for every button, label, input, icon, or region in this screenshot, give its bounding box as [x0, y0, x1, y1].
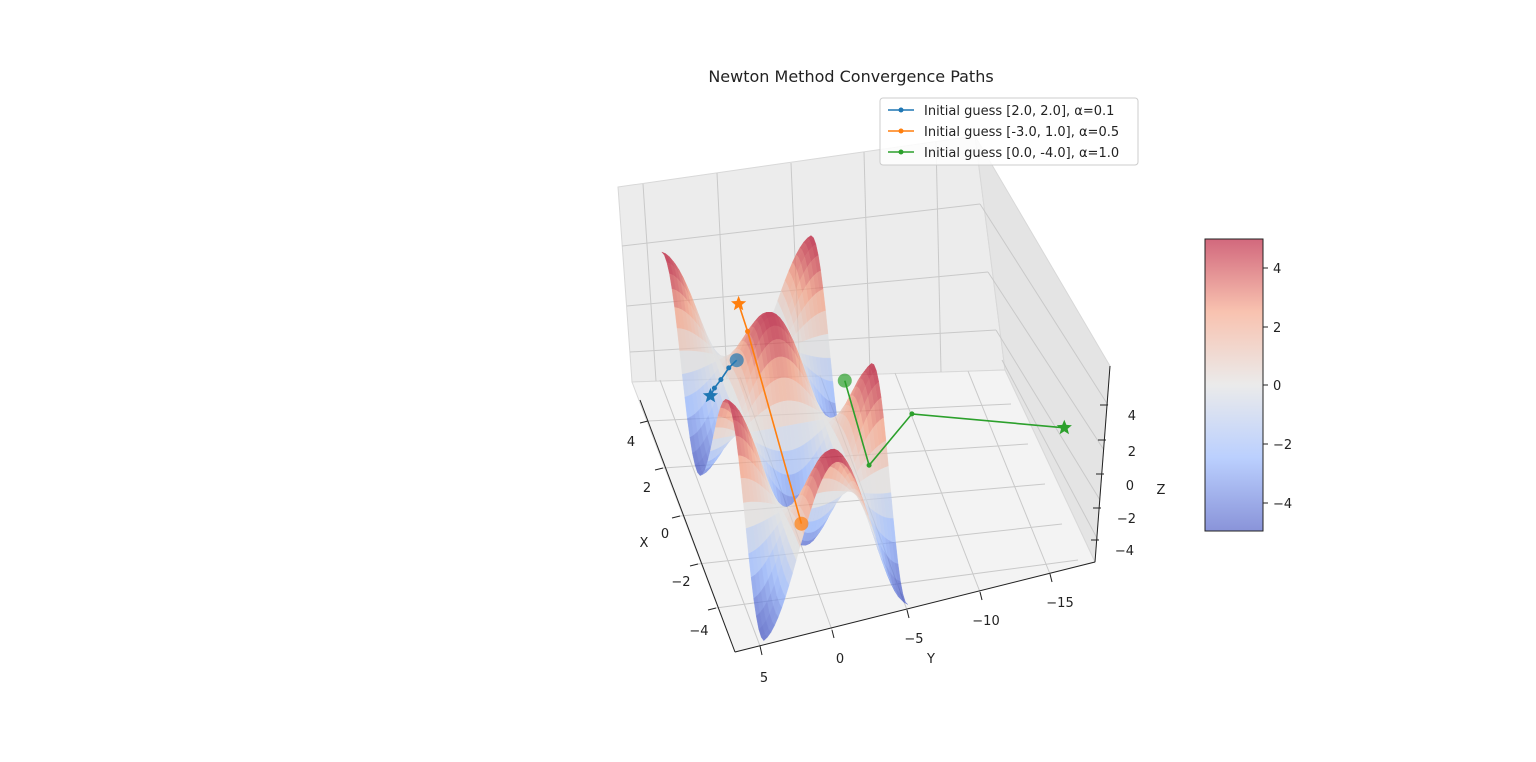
- surface-facet: [761, 633, 768, 642]
- path-point: [711, 385, 717, 391]
- x-tick-label: −2: [671, 575, 690, 590]
- y-tick-label: 0: [836, 652, 844, 667]
- path-point: [909, 411, 915, 417]
- colorbar-tick-label: −2: [1273, 438, 1292, 453]
- path-end-star: [702, 387, 719, 403]
- z-tick-label: 4: [1128, 409, 1136, 424]
- x-tick-label: 0: [661, 527, 669, 542]
- convergence-paths: [702, 295, 1072, 531]
- colorbar-fill: [1204, 238, 1264, 532]
- path-point: [745, 328, 751, 334]
- legend-label: Initial guess [-3.0, 1.0], α=0.5: [924, 125, 1119, 140]
- path-end-star: [731, 295, 747, 311]
- z-axis-label: Z: [1157, 483, 1166, 498]
- path-end-star: [1056, 419, 1072, 435]
- chart-title: Newton Method Convergence Paths: [708, 67, 993, 86]
- z-axis: 4 2 0 −2 −4 Z: [1091, 404, 1166, 559]
- y-tick-label: −10: [972, 614, 999, 629]
- x-tick-label: −4: [689, 624, 708, 639]
- x-tick-label: 4: [627, 435, 635, 450]
- path-line-2: [844, 380, 1065, 467]
- path-start-point: [729, 353, 744, 368]
- z-tick-label: 2: [1128, 445, 1136, 460]
- y-axis-label: Y: [926, 652, 935, 667]
- z-tick-label: −2: [1117, 512, 1136, 527]
- legend: Initial guess [2.0, 2.0], α=0.1 Initial …: [879, 97, 1139, 166]
- legend-box: [879, 97, 1139, 166]
- x-axis: 4 2 0 −2 −4 X: [627, 420, 717, 639]
- axis-lines: [639, 365, 1111, 653]
- legend-item: Initial guess [0.0, -4.0], α=1.0: [888, 146, 1119, 161]
- y-tick-label: 5: [760, 671, 768, 686]
- legend-label: Initial guess [0.0, -4.0], α=1.0: [924, 146, 1119, 161]
- y-tick-label: −15: [1046, 596, 1073, 611]
- y-axis: 5 0 −5 −10 −15 Y: [759, 573, 1074, 686]
- path-point: [718, 377, 724, 383]
- colorbar-tick-label: 4: [1273, 262, 1281, 277]
- legend-item: Initial guess [-3.0, 1.0], α=0.5: [888, 125, 1119, 140]
- colorbar-tick-label: 2: [1273, 321, 1281, 336]
- path-point: [866, 462, 872, 468]
- surface: [661, 235, 908, 642]
- z-tick-label: 0: [1126, 479, 1134, 494]
- x-tick-label: 2: [643, 481, 651, 496]
- path-start-point: [837, 373, 852, 388]
- colorbar-tick-label: 0: [1273, 379, 1281, 394]
- legend-item: Initial guess [2.0, 2.0], α=0.1: [888, 104, 1114, 119]
- path-start-point: [794, 516, 809, 531]
- colorbar: 4 2 0 −2 −4: [1204, 238, 1292, 532]
- colorbar-tick-label: −4: [1273, 497, 1292, 512]
- path-point: [726, 365, 732, 371]
- y-tick-label: −5: [904, 632, 923, 647]
- legend-label: Initial guess [2.0, 2.0], α=0.1: [924, 104, 1114, 119]
- x-axis-label: X: [640, 536, 649, 551]
- z-tick-label: −4: [1115, 544, 1134, 559]
